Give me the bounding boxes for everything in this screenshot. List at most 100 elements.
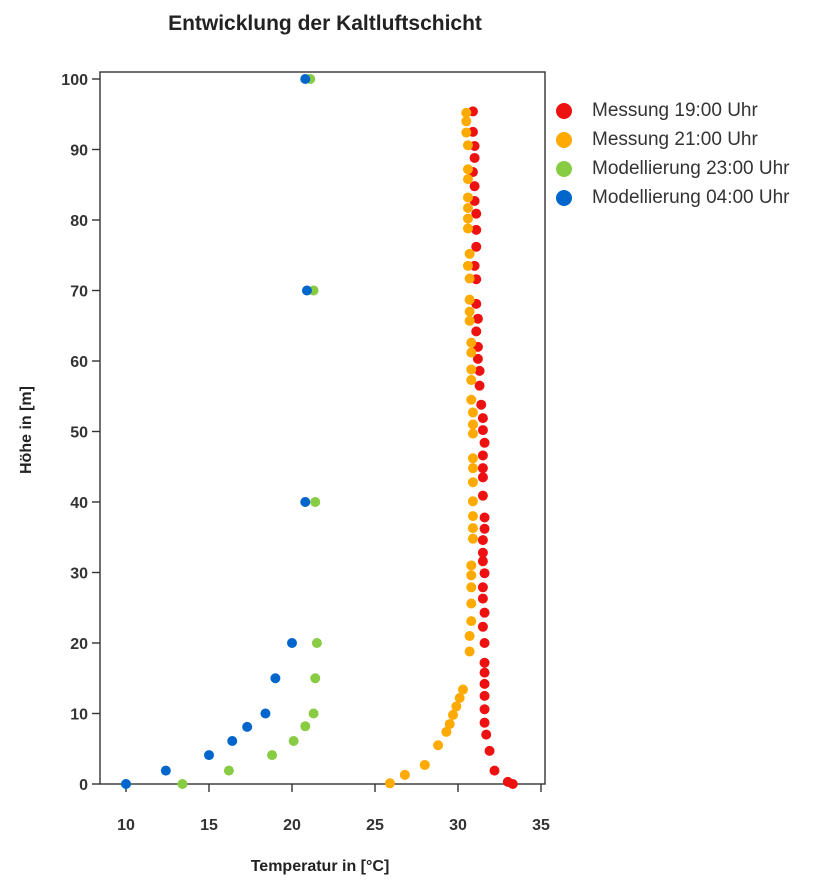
data-point [469,181,480,192]
data-point [160,765,171,776]
data-point [467,496,478,507]
data-point [242,721,253,732]
axes: 0 10 20 30 40 50 60 70 80 90 100 10 15 20 25 30 35 [61,71,550,834]
y-tick-label: 50 [70,425,88,442]
data-point [466,582,477,593]
data-point [479,568,490,579]
data-point [467,463,478,474]
data-point [466,337,477,348]
plot-frame [99,71,546,785]
x-tick-label: 35 [532,817,550,834]
data-point [466,598,477,609]
data-point [502,776,513,787]
data-point [472,353,483,364]
data-point [227,735,238,746]
data-point [477,413,488,424]
data-point [481,729,492,740]
data-point [479,717,490,728]
data-point [479,704,490,715]
y-tick-label: 40 [70,495,88,512]
data-point [121,779,131,789]
data-point [477,582,488,593]
legend-item: Messung 19:00 Uhr [556,96,790,125]
x-tick-label: 30 [449,817,467,834]
data-point [399,769,410,780]
data-point [300,74,311,84]
data-point [477,472,488,483]
legend-item: Messung 21:00 Uhr [556,125,790,154]
data-point [464,306,475,317]
data-point [466,394,477,405]
data-point [466,375,477,386]
data-points [121,74,518,789]
legend-label: Messung 19:00 Uhr [592,99,758,121]
legend-marker [556,102,572,119]
x-tick-label: 20 [283,817,301,834]
legend-item: Modellierung 04:00 Uhr [556,183,790,212]
data-point [471,208,482,219]
data-point [300,721,311,732]
data-point [419,759,430,770]
data-point [464,294,475,305]
data-point [464,315,475,326]
series-3 [177,74,322,789]
y-tick-label: 60 [70,354,88,371]
data-point [464,248,475,259]
data-point [467,511,478,522]
chart-title: Entwicklung der Kaltluftschicht [168,12,482,35]
x-axis-label: Temperatur in [°C] [250,858,390,875]
data-point [474,380,485,391]
data-point [479,512,490,523]
data-point [462,213,473,224]
x-tick-label: 15 [200,817,218,834]
data-point [471,326,482,337]
data-point [461,127,472,138]
data-point [467,419,478,430]
data-point [467,453,478,464]
data-point [462,174,473,185]
data-point [477,556,488,567]
data-point [462,140,473,151]
data-point [457,684,468,695]
data-point [462,164,473,175]
x-tick-label: 10 [117,817,135,834]
data-point [311,638,322,648]
data-point [479,678,490,689]
data-point [462,260,473,271]
y-tick-label: 30 [70,566,88,583]
data-point [471,224,482,235]
data-point [260,708,271,719]
data-point [476,399,487,410]
data-point [204,750,214,761]
series-2 [384,107,478,789]
legend-label: Modellierung 23:00 Uhr [592,157,790,179]
data-point [471,241,482,252]
data-point [489,765,500,776]
data-point [472,313,483,324]
data-point [300,497,311,507]
data-point [310,497,321,507]
y-tick-label: 20 [70,636,88,653]
y-tick-label: 90 [70,143,88,160]
data-point [461,116,472,127]
y-axis-label: Höhe in [m] [18,386,35,474]
y-tick-label: 10 [70,707,88,724]
data-point [479,607,490,618]
data-point [441,726,452,737]
y-tick-label: 70 [70,284,88,301]
legend-marker [556,131,572,148]
data-point [467,533,478,544]
data-point [484,745,495,756]
legend-item: Modellierung 23:00 Uhr [556,154,790,183]
data-point [477,425,488,436]
data-point [288,735,299,746]
data-point [467,428,478,439]
data-point [477,593,488,604]
data-point [464,630,475,641]
series-1 [467,106,518,789]
data-point [287,638,297,648]
data-point [477,490,488,501]
data-point [477,535,488,546]
data-point [477,450,488,461]
